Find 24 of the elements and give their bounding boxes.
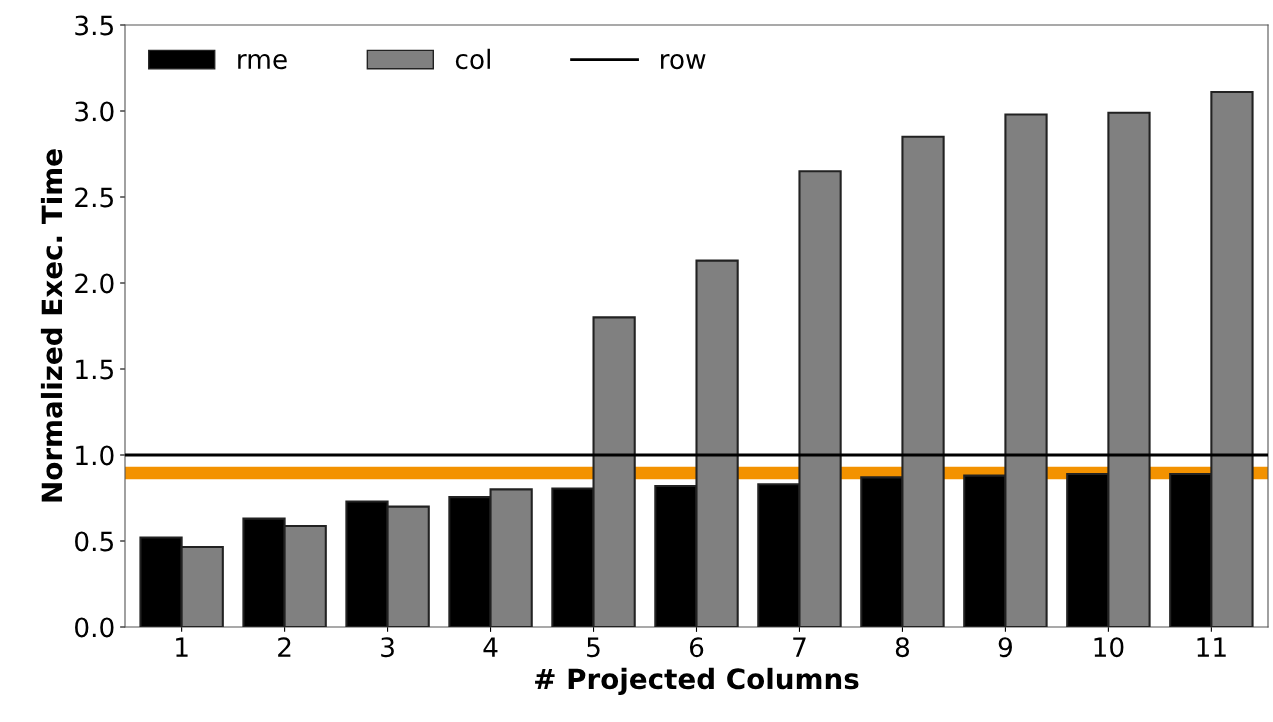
x-axis-title: # Projected Columns <box>535 667 859 695</box>
x-tick-label: 9 <box>998 637 1012 658</box>
y-tick-label: 3.0 <box>75 101 114 122</box>
x-tick-label: 10 <box>1094 637 1124 658</box>
x-tick-label: 6 <box>689 637 704 658</box>
y-tick-label: 2.5 <box>75 187 113 208</box>
x-tick-label: 4 <box>483 637 498 657</box>
y-tick-label: 0.5 <box>75 531 113 552</box>
legend-label: col <box>455 48 490 70</box>
x-tick-label: 11 <box>1197 637 1226 657</box>
x-tick-label: 7 <box>793 637 806 657</box>
y-tick-label: 3.5 <box>75 15 113 36</box>
x-tick-label: 2 <box>278 637 291 657</box>
y-tick-label: 1.0 <box>76 445 114 466</box>
y-tick-label: 1.5 <box>76 359 113 380</box>
legend-label: row <box>661 54 706 70</box>
y-tick-label: 2.0 <box>75 273 114 294</box>
y-tick-label: 0.0 <box>75 617 114 638</box>
x-tick-label: 8 <box>895 637 910 658</box>
x-tick-label: 1 <box>176 637 188 657</box>
y-axis-title: Normalized Exec. Time <box>40 149 63 502</box>
x-tick-label: 5 <box>587 637 600 658</box>
x-tick-label: 3 <box>381 637 394 658</box>
legend-label: rme <box>238 54 287 70</box>
